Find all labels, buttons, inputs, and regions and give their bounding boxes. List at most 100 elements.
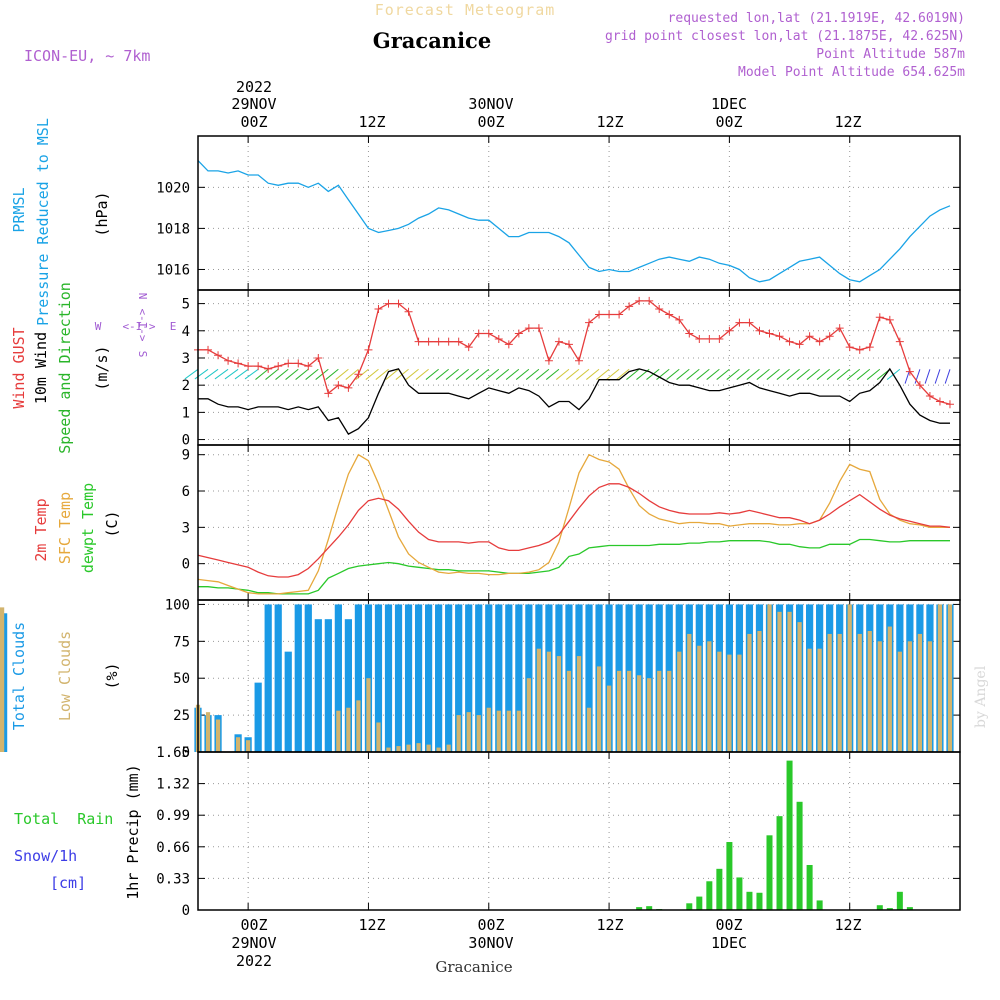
rain-bar (746, 891, 753, 910)
low-cloud-bar (566, 670, 572, 752)
wind-direction-arrow (856, 368, 871, 380)
gust-marker (875, 313, 884, 322)
rain-bar (716, 868, 723, 910)
pressure-label-2: Pressure Reduced to MSL (34, 118, 52, 326)
wind-direction-arrow (315, 368, 329, 380)
point-altitude: Point Altitude 587m (816, 47, 965, 62)
rain-bar (786, 760, 793, 910)
wind-direction-arrow (234, 368, 249, 380)
wind-direction-arrow (866, 368, 881, 380)
gust-marker (534, 324, 543, 333)
wind-direction-arrow (656, 368, 670, 380)
wind-direction-arrow (576, 368, 590, 380)
wind-direction-arrow (676, 368, 690, 380)
total-cloud-bar (324, 619, 332, 752)
low-cloud-bar (827, 633, 832, 752)
wind-gust-line (198, 300, 951, 405)
y-tick-label: 50 (173, 671, 190, 687)
rain-bar (806, 864, 813, 910)
low-cloud-bar (235, 737, 241, 752)
gust-marker (585, 318, 594, 327)
rain-bar (886, 908, 893, 910)
low-cloud-bar (446, 744, 451, 752)
low-cloud-bar (657, 670, 662, 752)
cloud-labels: Total Clouds Low Clouds (%) (10, 622, 121, 730)
gust-marker (865, 343, 874, 352)
temp-unit: (C) (103, 510, 121, 537)
rain-bar (906, 907, 913, 910)
gust-marker (374, 305, 383, 314)
low-cloud-bar (336, 710, 341, 752)
top-date-label-29nov: 29NOV (231, 95, 276, 113)
gust-marker (705, 334, 714, 343)
top-year-label: 2022 (236, 78, 272, 96)
y-tick-label: 9 (182, 448, 190, 464)
top-axis: 2022 29NOV 30NOV 1DEC 00Z 12Z 00Z 12Z 00… (231, 78, 861, 131)
wind-direction-arrow (365, 368, 379, 380)
panel-3: 0 3 6 9 (182, 444, 961, 601)
gust-marker (825, 332, 834, 341)
rain-bar (816, 900, 823, 910)
y-tick-label: 25 (173, 708, 190, 724)
wind-direction-arrow (204, 368, 219, 380)
wind-direction-arrow (914, 369, 921, 384)
low-cloud-bar (556, 656, 562, 752)
sfc-temp-line (197, 453, 950, 595)
bottom-hour-label: 00Z (477, 916, 504, 934)
low-cloud-bar (787, 611, 792, 752)
temp-2m-line (197, 483, 951, 578)
gust-marker (605, 310, 614, 319)
low-cloud-bar (436, 747, 441, 752)
gust-marker (454, 337, 463, 346)
wind-direction-arrow (345, 368, 359, 380)
wind-direction-arrow (194, 368, 209, 380)
low-cloud-bar (897, 651, 902, 752)
panel-4: 0 25 50 75 100 (0, 597, 961, 761)
gust-marker (564, 340, 573, 349)
wind-direction-arrow (214, 368, 229, 380)
y-tick-label: 1020 (156, 180, 190, 196)
low-cloud-bar (747, 633, 752, 752)
rain-bar (876, 905, 883, 910)
gust-marker (935, 397, 944, 406)
wind-direction-arrow (766, 368, 780, 380)
gust-marker (514, 329, 523, 338)
low-cloud-bar (857, 633, 862, 752)
wind-direction-arrow (275, 368, 289, 380)
y-tick-label: 75 (173, 634, 190, 650)
bottom-hour-label: 12Z (596, 916, 623, 934)
wind-direction-arrow (726, 368, 740, 380)
gust-marker (805, 332, 814, 341)
gust-marker (595, 310, 604, 319)
low-cloud-bar (687, 633, 692, 752)
low-cloud-bar (346, 707, 351, 752)
low-cloud-bar (376, 722, 381, 752)
low-cloud-bar (356, 700, 361, 752)
gust-marker (635, 296, 644, 305)
low-cloud-bar (406, 744, 411, 752)
compass-arrow-horizontal: <-I-> (122, 320, 155, 333)
gust-marker (484, 329, 493, 338)
compass-rose: N <-I-> S W <-I-> E (95, 293, 177, 358)
compass-w: W (95, 320, 102, 333)
gust-marker (795, 340, 804, 349)
wind-direction-arrow (846, 368, 861, 380)
top-date-label-30nov: 30NOV (468, 95, 513, 113)
wind-direction-arrow (776, 368, 790, 380)
low-cloud-bar (667, 670, 672, 752)
total-cloud-bar (314, 619, 322, 752)
temp-label: 2m Temp (32, 498, 50, 561)
gust-marker (524, 324, 533, 333)
wind-direction-arrow (706, 368, 720, 380)
gust-marker (494, 334, 503, 343)
wind-direction-arrow (716, 368, 730, 380)
wind-direction-arrow (495, 368, 510, 380)
wind-direction-arrow (565, 368, 580, 380)
low-cloud-bar (476, 715, 481, 752)
y-tick-label: 1.32 (156, 777, 190, 793)
wind-direction-arrow (626, 368, 640, 380)
total-cloud-bar (414, 604, 423, 752)
y-tick-label: 1018 (156, 221, 190, 237)
low-cloud-bar (526, 678, 531, 752)
gust-marker (264, 364, 273, 373)
